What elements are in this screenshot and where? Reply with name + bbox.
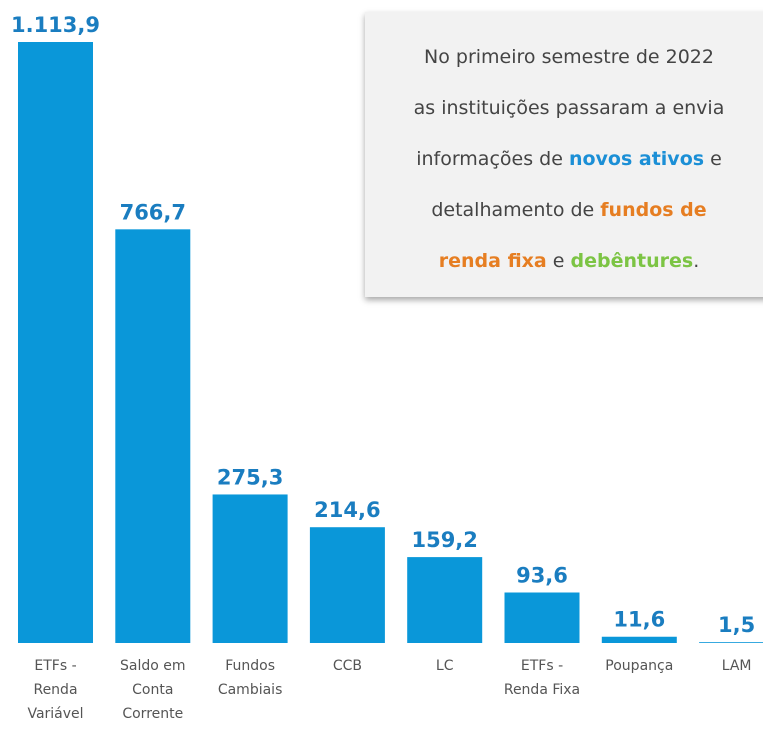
value-label: 275,3 bbox=[217, 465, 283, 489]
annotation-line: renda fixa e debêntures. bbox=[365, 236, 763, 287]
annotation-text: detalhamento de bbox=[431, 199, 601, 221]
x-tick-label: Poupança bbox=[605, 658, 674, 674]
annotation-text: as instituições passaram a envia bbox=[413, 97, 725, 119]
bar bbox=[504, 592, 580, 643]
annotation-line: as instituições passaram a envia bbox=[365, 83, 763, 134]
bar bbox=[115, 229, 191, 644]
annotation-text: e bbox=[704, 148, 722, 170]
value-label: 93,6 bbox=[516, 563, 568, 587]
x-tick-label: CCB bbox=[332, 658, 362, 674]
value-label: 159,2 bbox=[411, 528, 477, 552]
bar bbox=[601, 636, 677, 643]
x-tick-label: ETFs - Renda Fixa bbox=[503, 658, 581, 698]
annotation-text: fundos de bbox=[600, 199, 707, 221]
annotation-text: novos ativos bbox=[568, 148, 705, 170]
x-tick-label: LAM bbox=[721, 658, 752, 674]
bar bbox=[699, 642, 763, 643]
bar bbox=[212, 494, 288, 643]
annotation-text: No primeiro semestre de 2022 bbox=[424, 46, 714, 68]
value-label: 11,6 bbox=[613, 608, 665, 632]
x-tick-label: Fundos Cambiais bbox=[217, 658, 283, 698]
x-tick-label: ETFs - Renda Variável bbox=[27, 658, 84, 722]
annotation-line: No primeiro semestre de 2022 bbox=[365, 32, 763, 83]
x-tick-label: LC bbox=[435, 658, 454, 674]
bar bbox=[18, 42, 93, 643]
x-tick-label: Saldo em Conta Corrente bbox=[120, 658, 186, 722]
value-label: 1.113,9 bbox=[11, 13, 100, 37]
bar bbox=[309, 527, 385, 643]
annotation-line: informações de novos ativos e bbox=[365, 134, 763, 185]
value-label: 214,6 bbox=[314, 498, 380, 522]
annotation-text: e bbox=[546, 250, 571, 272]
annotation-text: debêntures bbox=[570, 250, 694, 272]
annotation-box: No primeiro semestre de 2022 as instituiç… bbox=[365, 12, 763, 297]
value-label: 1,5 bbox=[718, 613, 755, 637]
annotation-text: . bbox=[693, 250, 700, 272]
annotation-text: informações de bbox=[416, 148, 569, 170]
bar bbox=[407, 557, 483, 643]
annotation-text: renda fixa bbox=[438, 250, 547, 272]
value-label: 766,7 bbox=[120, 200, 186, 224]
annotation-line: detalhamento de fundos de bbox=[365, 185, 763, 236]
